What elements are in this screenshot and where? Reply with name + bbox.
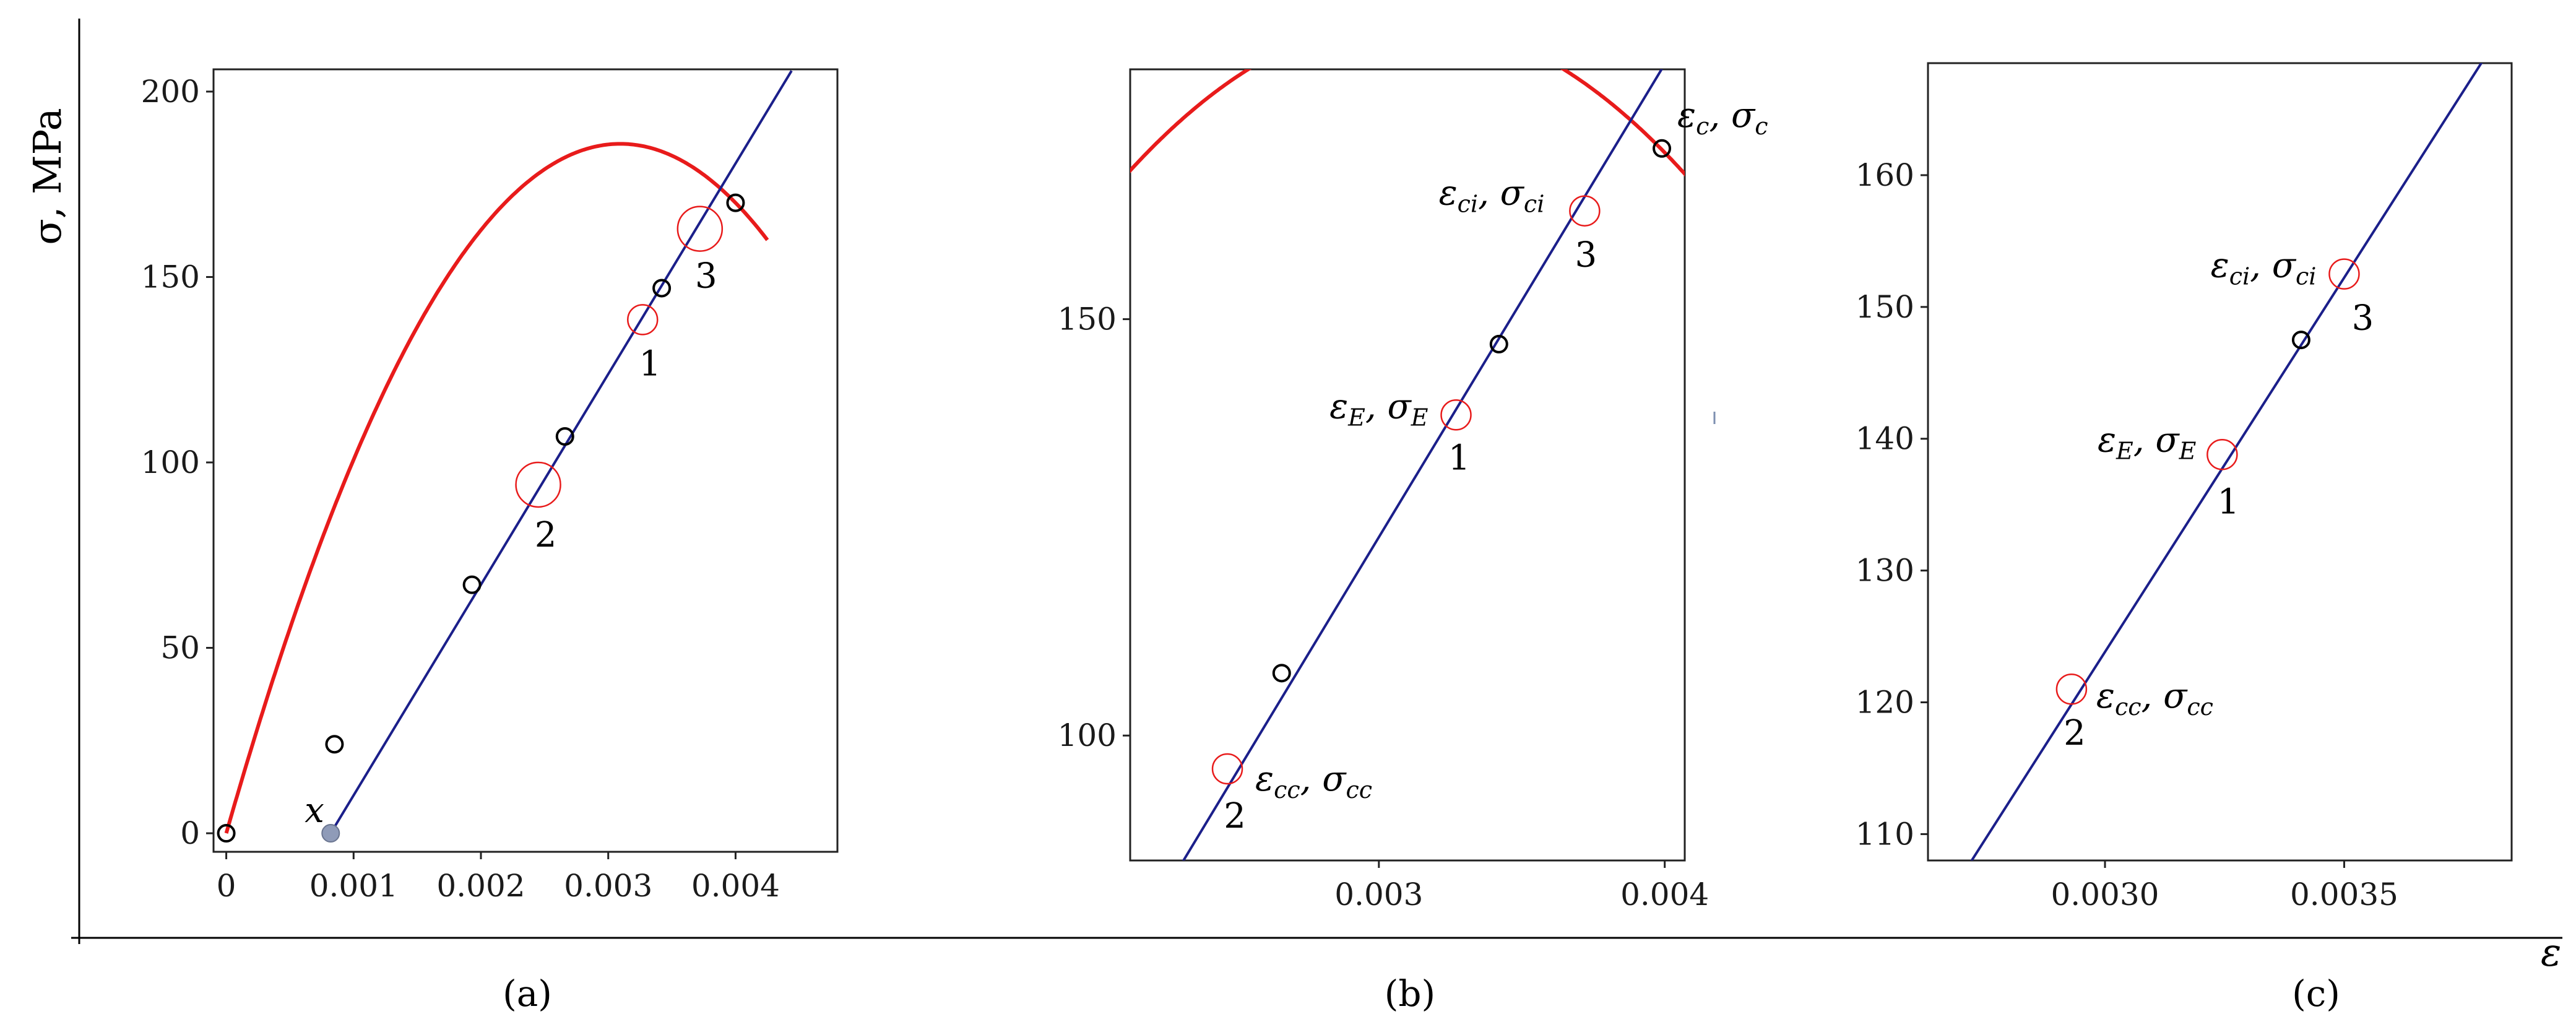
data-point bbox=[652, 279, 672, 298]
plot-frame bbox=[1129, 68, 1686, 862]
y-tick-label: 160 bbox=[1856, 157, 1914, 193]
marker-label-2: 2 bbox=[535, 515, 557, 555]
x-tick-label: 0.001 bbox=[309, 868, 398, 904]
data-point bbox=[325, 735, 344, 754]
data-point bbox=[726, 193, 745, 212]
panel-a: 0 50 100 150 200 0 0.001 0.002 0.003 0.004 1 2 3 x bbox=[141, 68, 839, 904]
y-tick-label: 0 bbox=[180, 815, 200, 851]
y-tick-label: 120 bbox=[1856, 685, 1914, 721]
plot-frame bbox=[212, 68, 839, 853]
marker-circle bbox=[1569, 195, 1601, 227]
marker-label-1: 1 bbox=[639, 344, 661, 384]
model-curve bbox=[224, 142, 769, 834]
peak-annotation: εc, σc bbox=[1677, 95, 1768, 140]
marker-label-3: 3 bbox=[2352, 298, 2374, 339]
data-point bbox=[2291, 331, 2310, 350]
y-axis-title: σ, MPa bbox=[25, 108, 70, 245]
marker-circle bbox=[515, 461, 561, 508]
x-axis-title: ε bbox=[2541, 930, 2561, 975]
data-point bbox=[462, 575, 482, 594]
x-intercept-point bbox=[321, 824, 340, 843]
data-point bbox=[555, 427, 574, 446]
tangent-line bbox=[1970, 63, 2483, 860]
marker-annotation-1: εE, σE bbox=[1329, 386, 1428, 431]
panel-label-b: (b) bbox=[1385, 973, 1435, 1015]
marker-circle bbox=[676, 206, 724, 252]
tangent-line bbox=[329, 70, 793, 834]
x-tick-label: 0.003 bbox=[1334, 877, 1423, 912]
model-curve bbox=[1130, 69, 1685, 177]
plot-frame bbox=[1927, 62, 2513, 862]
plot-area bbox=[1130, 69, 1685, 860]
y-tick-label: 150 bbox=[141, 259, 200, 295]
y-tick-label: 150 bbox=[1856, 289, 1914, 325]
y-tick-label: 140 bbox=[1856, 421, 1914, 457]
marker-label-2: 2 bbox=[1224, 796, 1246, 836]
marker-label-2: 2 bbox=[2064, 713, 2086, 753]
y-tick-label: 50 bbox=[160, 630, 200, 666]
plot-area bbox=[1970, 63, 2483, 860]
marker-annotation-3: εci, σci bbox=[2211, 246, 2317, 290]
y-tick-label: 110 bbox=[1856, 816, 1914, 852]
marker-label-3: 3 bbox=[1575, 235, 1597, 275]
data-point bbox=[217, 824, 236, 843]
plot-area bbox=[224, 70, 793, 834]
data-point bbox=[1489, 334, 1508, 353]
y-tick-label: 200 bbox=[141, 74, 200, 110]
data-point bbox=[1653, 139, 1672, 158]
y-tick-label: 150 bbox=[1058, 301, 1117, 337]
x-tick-label: 0.003 bbox=[564, 868, 652, 904]
marker-annotation-3: εci, σci bbox=[1439, 173, 1545, 218]
panel-label-a: (a) bbox=[503, 973, 552, 1015]
x-tick-label: 0.004 bbox=[691, 868, 780, 904]
marker-annotation-1: εE, σE bbox=[2098, 420, 2197, 464]
x-tick-label: 0.002 bbox=[436, 868, 525, 904]
panel-label-c: (c) bbox=[2292, 973, 2340, 1015]
marker-annotation-2: εcc, σcc bbox=[1255, 759, 1372, 804]
x-tick-label: 0.004 bbox=[1620, 877, 1709, 912]
x-tick-label: 0.0035 bbox=[2290, 877, 2398, 912]
marker-circle bbox=[2055, 673, 2088, 705]
tangent-line bbox=[1182, 69, 1663, 860]
marker-circle bbox=[627, 304, 659, 336]
y-tick-label: 130 bbox=[1856, 553, 1914, 589]
marker-circle bbox=[2328, 258, 2360, 290]
marker-circle bbox=[1440, 399, 1472, 431]
y-tick-label: 100 bbox=[141, 444, 200, 480]
x-tick-label: 0 bbox=[217, 868, 236, 904]
y-tick-label: 100 bbox=[1058, 717, 1117, 753]
marker-label-1: 1 bbox=[1448, 438, 1471, 478]
marker-circle bbox=[2206, 439, 2238, 470]
marker-label-1: 1 bbox=[2218, 482, 2240, 522]
marker-label-3: 3 bbox=[695, 256, 717, 297]
marker-circle bbox=[1211, 753, 1243, 785]
x-intercept-label: x bbox=[305, 791, 324, 831]
data-point bbox=[1272, 664, 1291, 683]
marker-annotation-2: εcc, σcc bbox=[2096, 676, 2213, 721]
x-tick-label: 0.0030 bbox=[2051, 877, 2159, 912]
